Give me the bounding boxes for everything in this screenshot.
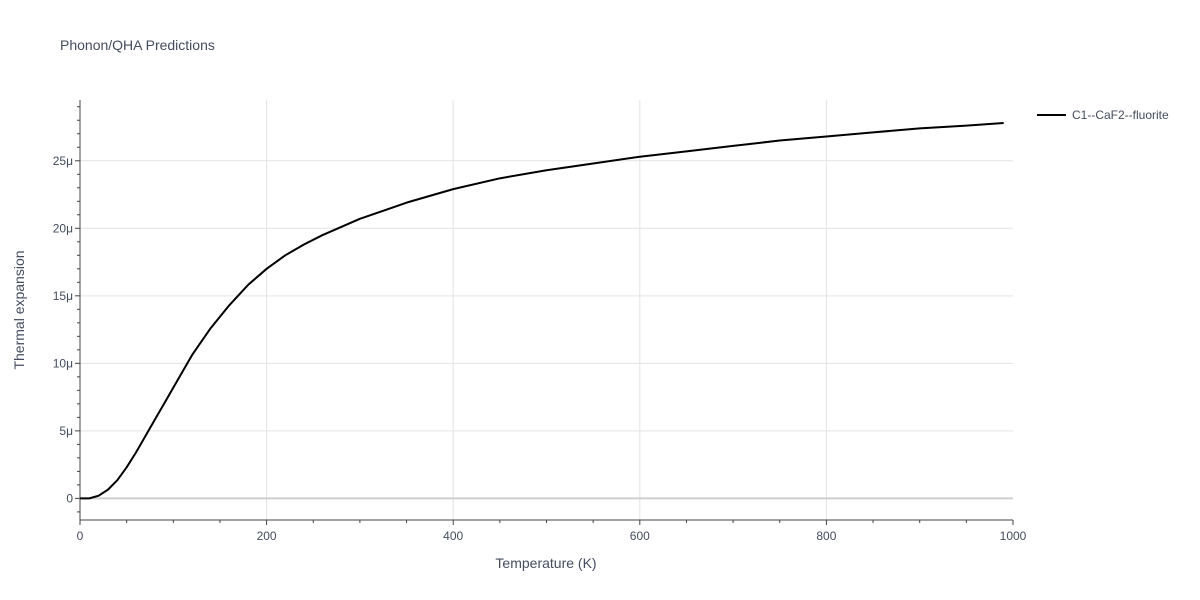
y-tick-label: 10μ [53, 356, 73, 370]
x-tick-label: 800 [816, 529, 836, 543]
x-tick-label: 1000 [1000, 529, 1027, 543]
x-tick-label: 400 [443, 529, 463, 543]
series-layer [80, 121, 1004, 500]
x-axis-ticks: 0 200 400 600 800 1000 [77, 520, 1027, 543]
x-axis-label: Temperature (K) [495, 555, 596, 571]
y-tick-label: 15μ [53, 289, 73, 303]
chart-title: Phonon/QHA Predictions [60, 37, 215, 53]
x-tick-label: 200 [257, 529, 277, 543]
grid-lines [80, 100, 1013, 520]
legend-label: C1--CaF2--fluorite [1072, 108, 1169, 122]
legend[interactable]: C1--CaF2--fluorite [1037, 108, 1169, 122]
y-axis-label: Thermal expansion [11, 250, 27, 369]
x-tick-label: 600 [630, 529, 650, 543]
y-tick-label: 25μ [53, 154, 73, 168]
series-line [80, 121, 1004, 500]
x-tick-label: 0 [77, 529, 84, 543]
axes [79, 100, 1013, 521]
y-tick-label: 20μ [53, 221, 73, 235]
y-axis-ticks: 0 5μ 10μ 15μ 20μ 25μ [53, 106, 80, 513]
y-tick-label: 5μ [59, 424, 73, 438]
y-tick-label: 0 [66, 491, 73, 505]
